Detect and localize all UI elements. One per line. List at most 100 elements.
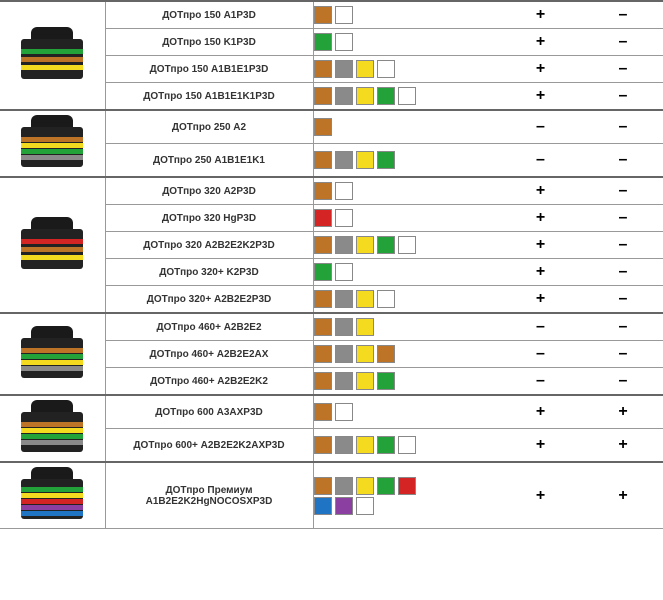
col-2-mark: –: [583, 144, 663, 178]
color-swatch: [314, 403, 332, 421]
swatch-cell: [313, 313, 498, 341]
product-label: ДОТпро 320+ A2B2E2P3D: [105, 286, 313, 314]
col-2-mark: +: [583, 395, 663, 429]
color-swatch: [335, 6, 353, 24]
color-swatch: [356, 236, 374, 254]
color-swatch: [335, 236, 353, 254]
color-swatch: [377, 151, 395, 169]
color-swatch: [356, 436, 374, 454]
image-cell: [0, 395, 105, 462]
color-swatch: [335, 290, 353, 308]
col-2-mark: +: [583, 429, 663, 463]
color-swatch: [398, 236, 416, 254]
table-row: ДОТпро 600 A3AXP3D ++: [0, 395, 663, 429]
product-label: ДОТпро Премиум A1B2E2K2HgNOCOSXP3D: [105, 462, 313, 529]
product-label: ДОТпро 460+ A2B2E2: [105, 313, 313, 341]
color-swatch: [398, 477, 416, 495]
color-swatch: [314, 236, 332, 254]
product-label: ДОТпро 600+ A2B2E2K2AXP3D: [105, 429, 313, 463]
color-swatch: [398, 87, 416, 105]
col-2-mark: –: [583, 313, 663, 341]
color-swatch: [335, 60, 353, 78]
color-swatch: [377, 345, 395, 363]
color-swatch: [314, 290, 332, 308]
color-swatch: [314, 209, 332, 227]
filter-image: [21, 217, 83, 269]
color-swatch: [356, 290, 374, 308]
col-2-mark: –: [583, 368, 663, 396]
swatch-cell: [313, 83, 498, 111]
col-2-mark: –: [583, 29, 663, 56]
color-swatch: [356, 60, 374, 78]
color-swatch: [377, 477, 395, 495]
product-label: ДОТпро 150 A1P3D: [105, 1, 313, 29]
color-swatch: [377, 436, 395, 454]
col-1-mark: +: [498, 83, 583, 111]
color-swatch: [356, 87, 374, 105]
col-1-mark: +: [498, 56, 583, 83]
image-cell: [0, 1, 105, 110]
product-label: ДОТпро 600 A3AXP3D: [105, 395, 313, 429]
color-swatch: [356, 318, 374, 336]
filter-image: [21, 115, 83, 167]
swatch-cell: [313, 462, 498, 529]
color-swatch: [335, 33, 353, 51]
product-label: ДОТпро 250 A1B1E1K1: [105, 144, 313, 178]
swatch-cell: [313, 341, 498, 368]
color-swatch: [356, 345, 374, 363]
filter-table: ДОТпро 150 A1P3D+–ДОТпро 150 K1P3D+–ДОТп…: [0, 0, 663, 529]
swatch-cell: [313, 1, 498, 29]
color-swatch: [377, 87, 395, 105]
color-swatch: [335, 87, 353, 105]
color-swatch: [314, 118, 332, 136]
color-swatch: [335, 403, 353, 421]
col-1-mark: –: [498, 341, 583, 368]
swatch-cell: [313, 429, 498, 463]
color-swatch: [314, 151, 332, 169]
col-1-mark: –: [498, 144, 583, 178]
col-2-mark: –: [583, 56, 663, 83]
swatch-cell: [313, 395, 498, 429]
color-swatch: [335, 318, 353, 336]
table-row: ДОТпро 320 A2P3D+–: [0, 177, 663, 205]
color-swatch: [398, 436, 416, 454]
product-label: ДОТпро 150 A1B1E1K1P3D: [105, 83, 313, 111]
color-swatch: [356, 497, 374, 515]
swatch-cell: [313, 29, 498, 56]
swatch-cell: [313, 368, 498, 396]
swatch-cell: [313, 259, 498, 286]
col-2-mark: –: [583, 232, 663, 259]
color-swatch: [314, 263, 332, 281]
product-label: ДОТпро 320+ K2P3D: [105, 259, 313, 286]
col-1-mark: +: [498, 395, 583, 429]
product-label: ДОТпро 150 A1B1E1P3D: [105, 56, 313, 83]
color-swatch: [377, 60, 395, 78]
color-swatch: [377, 372, 395, 390]
color-swatch: [335, 345, 353, 363]
color-swatch: [377, 236, 395, 254]
col-1-mark: +: [498, 205, 583, 232]
color-swatch: [314, 182, 332, 200]
image-cell: [0, 110, 105, 177]
image-cell: [0, 462, 105, 529]
color-swatch: [314, 87, 332, 105]
product-label: ДОТпро 150 K1P3D: [105, 29, 313, 56]
swatch-cell: [313, 232, 498, 259]
color-swatch: [356, 151, 374, 169]
image-cell: [0, 177, 105, 313]
image-cell: [0, 313, 105, 395]
color-swatch: [314, 477, 332, 495]
product-label: ДОТпро 460+ A2B2E2K2: [105, 368, 313, 396]
color-swatch: [335, 436, 353, 454]
col-1-mark: –: [498, 313, 583, 341]
color-swatch: [314, 436, 332, 454]
product-label: ДОТпро 320 A2B2E2K2P3D: [105, 232, 313, 259]
col-2-mark: –: [583, 110, 663, 144]
col-2-mark: +: [583, 462, 663, 529]
table-row: ДОТпро 460+ A2B2E2 ––: [0, 313, 663, 341]
color-swatch: [356, 372, 374, 390]
product-label: ДОТпро 250 A2: [105, 110, 313, 144]
col-1-mark: +: [498, 462, 583, 529]
table-row: ДОТпро 250 A2––: [0, 110, 663, 144]
swatch-cell: [313, 110, 498, 144]
